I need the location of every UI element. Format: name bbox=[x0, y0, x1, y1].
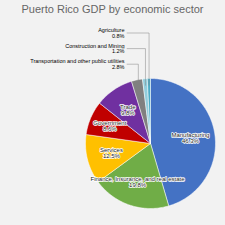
svg-text:Construction and Mining1.2%: Construction and Mining1.2% bbox=[65, 43, 124, 55]
svg-text:Transportation and other publi: Transportation and other public utilitie… bbox=[30, 58, 125, 70]
html-text:Puerto Rico GDP by economic se: Puerto Rico GDP by economic sector bbox=[21, 3, 204, 15]
svg-text:Agriculture0.8%: Agriculture0.8% bbox=[98, 27, 124, 39]
svg-text:Services12.5%: Services12.5% bbox=[100, 147, 123, 159]
svg-text:Trade9.8%: Trade9.8% bbox=[120, 104, 136, 116]
svg-text:Government8.6%: Government8.6% bbox=[93, 120, 126, 132]
svg-text:Manufacturing46.3%: Manufacturing46.3% bbox=[171, 132, 209, 144]
svg-text:Finance, Insurance, and real e: Finance, Insurance, and real estate19.8% bbox=[91, 176, 186, 188]
